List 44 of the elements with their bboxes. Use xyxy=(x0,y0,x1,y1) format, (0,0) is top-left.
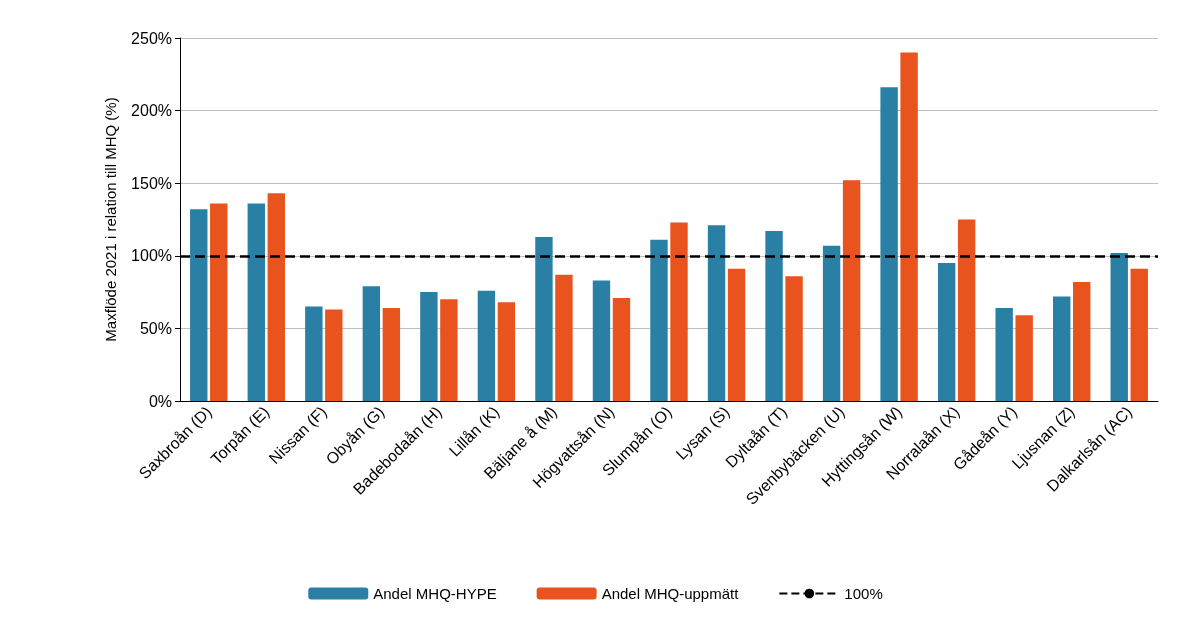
y-tick-label: 100% xyxy=(131,247,172,265)
bar xyxy=(1073,281,1091,401)
bar xyxy=(785,276,803,401)
bar xyxy=(382,308,401,401)
bar xyxy=(362,286,381,401)
bar xyxy=(957,219,976,401)
y-tick-label: 0% xyxy=(148,392,172,410)
bar xyxy=(420,292,438,401)
legend-label: Andel MHQ-uppmätt xyxy=(601,585,740,602)
bar xyxy=(880,87,898,401)
bar xyxy=(190,209,208,401)
y-axis-title: Maxflöde 2021 i relation till MHQ (%) xyxy=(102,97,119,342)
legend-label: Andel MHQ-HYPE xyxy=(373,585,497,602)
bar xyxy=(555,274,573,401)
bar xyxy=(937,263,956,401)
bar xyxy=(535,236,553,401)
bar xyxy=(267,193,285,401)
bar xyxy=(670,222,688,401)
y-tick-label: 200% xyxy=(131,102,172,120)
bar xyxy=(247,203,265,401)
bar xyxy=(1110,252,1128,401)
bar xyxy=(765,231,783,401)
y-tick-label: 250% xyxy=(131,29,172,47)
bar xyxy=(727,268,746,401)
bar xyxy=(477,290,496,401)
bar xyxy=(650,239,668,401)
bar xyxy=(612,297,631,401)
bar xyxy=(497,302,516,401)
y-tick-label: 150% xyxy=(131,174,172,192)
bar xyxy=(1015,315,1033,401)
bar xyxy=(1130,268,1148,401)
bar xyxy=(1053,296,1071,401)
bar xyxy=(210,203,228,401)
bar xyxy=(707,225,726,401)
bar xyxy=(822,245,841,401)
y-tick-label: 50% xyxy=(139,319,172,337)
bar xyxy=(305,306,323,401)
legend-label: 100% xyxy=(844,585,883,602)
bar xyxy=(592,280,611,401)
bar xyxy=(842,180,861,401)
bar xyxy=(995,308,1013,401)
bar xyxy=(325,309,343,401)
bar xyxy=(900,52,918,401)
bar xyxy=(440,299,458,401)
